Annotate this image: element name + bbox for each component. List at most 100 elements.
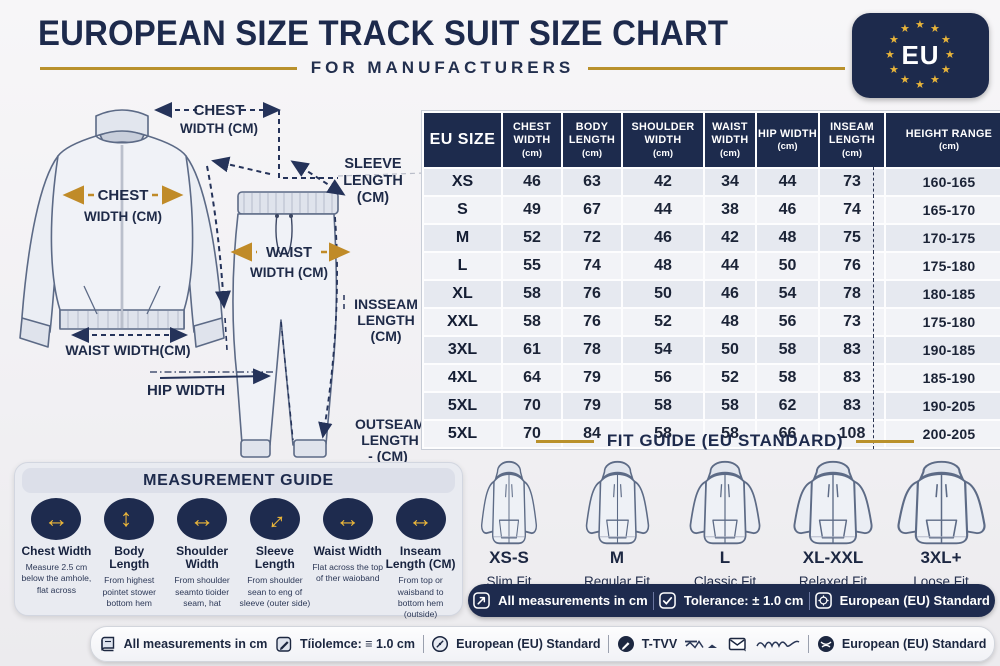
table-cell: 200-205	[886, 421, 1000, 447]
table-cell: 46	[705, 281, 755, 307]
table-cell: 46	[503, 169, 561, 195]
table-cell: 185-190	[886, 365, 1000, 391]
fit-guide-item: M Regular Fit	[563, 451, 671, 589]
hoodie-illustration	[579, 451, 656, 547]
table-cell: 58	[503, 281, 561, 307]
table-row: 4XL 64 79 56 52 58 83 185-190	[424, 363, 1000, 393]
footer-item: European (EU) Standard	[431, 635, 601, 653]
table-cell: 34	[705, 169, 755, 195]
guide-item-description: From shoulder sean to eng of sleeve (out…	[239, 575, 311, 608]
measurement-guide-item: ↔ Sleeve Length From shoulder sean to eng …	[238, 498, 311, 620]
divider	[808, 591, 810, 610]
hoodie-illustration	[682, 451, 768, 547]
measurement-guide-item: ↔ Waist Width Flat across the top of ther …	[311, 498, 384, 620]
column-header: INSEAM LENGTH (cm)	[820, 113, 884, 167]
column-header: BODY LENGTH (cm)	[563, 113, 621, 167]
eu-star-icon: ★	[940, 33, 951, 46]
waist-width-jacket-label: WAIST WIDTH(CM)	[65, 342, 190, 358]
table-row: XS 46 63 42 34 44 73 160-165	[424, 167, 1000, 197]
footer-label: T-TVV	[641, 637, 678, 651]
table-cell: 58	[503, 309, 561, 335]
svg-text:WIDTH (CM): WIDTH (CM)	[84, 209, 162, 224]
table-cell: 52	[503, 225, 561, 251]
table-cell: 48	[757, 225, 818, 251]
fit-size-label: XS-S	[489, 548, 529, 567]
size-cell: M	[424, 225, 501, 251]
size-cell: XXL	[424, 309, 501, 335]
hoodie-illustration	[785, 451, 881, 547]
table-cell: 78	[820, 279, 884, 309]
table-cell: 58	[757, 337, 818, 363]
size-cell: S	[424, 197, 501, 223]
table-cell: 175-180	[886, 253, 1000, 279]
table-cell: 160-165	[886, 169, 1000, 195]
table-cell: 46	[623, 225, 703, 251]
eu-star-icon: ★	[900, 22, 910, 35]
table-cell: 54	[623, 337, 703, 363]
pencil-square-icon	[275, 635, 293, 653]
eu-star-icon: ★	[930, 22, 940, 35]
table-cell: 58	[705, 421, 755, 447]
table-cell: 67	[563, 197, 621, 223]
table-cell: 74	[820, 195, 884, 225]
measure-arrow-icon	[473, 592, 490, 609]
table-cell: 56	[757, 309, 818, 335]
mountain-scribble	[684, 638, 720, 651]
envelope-icon	[728, 635, 748, 653]
table-row: 5XL 70 79 58 58 62 83 190-205	[424, 391, 1000, 421]
table-cell: 48	[623, 253, 703, 279]
table-cell: 83	[820, 335, 884, 365]
table-cell: 54	[757, 281, 818, 307]
fit-size-label: 3XL+	[920, 548, 962, 567]
footer-item: All measurements in cm	[99, 635, 268, 653]
table-row: L 55 74 48 44 50 76 175-180	[424, 251, 1000, 281]
table-cell: 83	[820, 391, 884, 421]
pants-illustration	[232, 191, 339, 458]
table-cell: 70	[503, 421, 561, 447]
info-bar-item: European (EU) Standard	[814, 592, 990, 609]
table-row: XL 58 76 50 46 54 78 180-185	[424, 279, 1000, 309]
footer-label: Tíiolemce: ≡ 1.0 cm	[299, 637, 415, 651]
fit-guide-row: XS-S Slim Fit M Regular Fit L Classic Fit XL-X…	[455, 451, 995, 589]
measurement-guide-item: ↔ Body Length From highest pointet stower …	[93, 498, 166, 620]
tolerance-check-icon	[659, 592, 676, 609]
outseam-length-label: OUTSEAM	[355, 416, 425, 432]
inseam-length-label: INSSEAM	[354, 296, 418, 312]
svg-text:LENGTH: LENGTH	[343, 173, 403, 189]
waist-width-pants-label: WAIST	[266, 245, 312, 261]
info-bar: All measurements in cm Tolerance: ± 1.0 c…	[468, 584, 995, 617]
table-cell: 73	[820, 307, 884, 337]
table-cell: 108	[820, 419, 884, 449]
jacket-illustration	[19, 109, 225, 348]
svg-text:- (CM): - (CM)	[368, 448, 408, 464]
pen-circle-icon	[617, 635, 635, 653]
column-header: EU SIZE	[424, 113, 501, 167]
gold-divider-left	[40, 66, 297, 70]
subtitle-row: FOR MANUFACTURERS	[40, 58, 845, 78]
eu-badge: EU ★ ★ ★ ★ ★ ★ ★ ★ ★ ★ ★ ★	[852, 13, 989, 98]
fit-guide-heading-row: FIT GUIDE (EU STANDARD)	[455, 431, 995, 451]
eu-star-icon: ★	[900, 74, 910, 87]
size-table-header: EU SIZE CHEST WIDTH (cm) BODY LENGTH (cm) SHO…	[424, 113, 1000, 167]
footer-label: All measurements in cm	[123, 637, 268, 651]
table-cell: 38	[705, 197, 755, 223]
guide-item-description: From highest pointet stower bottom hem	[102, 575, 156, 608]
table-cell: 73	[820, 167, 884, 197]
measurement-annotations	[71, 102, 425, 441]
h-arrow-icon: ↔	[177, 498, 228, 540]
divider	[422, 635, 424, 653]
hip-width-label: HIP WIDTH	[147, 382, 225, 399]
size-cell: 5XL	[424, 393, 501, 419]
v-arrow-icon: ↔	[104, 498, 155, 540]
footer-item: T-TVV	[617, 635, 720, 653]
table-cell: 61	[503, 337, 561, 363]
column-header: HIP WIDTH (cm)	[757, 113, 818, 167]
table-cell: 190-185	[886, 337, 1000, 363]
svg-text:WIDTH (CM): WIDTH (CM)	[250, 265, 328, 280]
table-cell: 58	[623, 393, 703, 419]
gold-dash-left	[535, 439, 594, 443]
size-cell: L	[424, 253, 501, 279]
table-cell: 83	[820, 363, 884, 393]
fit-guide-item: L Classic Fit	[671, 451, 779, 589]
